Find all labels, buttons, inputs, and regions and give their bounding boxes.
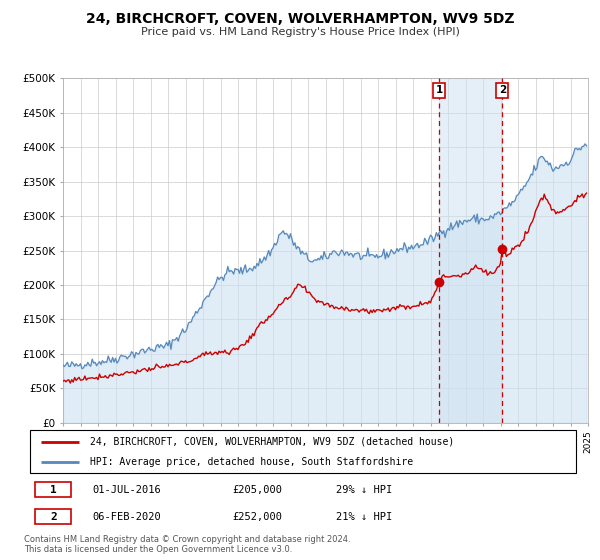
- Text: 01-JUL-2016: 01-JUL-2016: [93, 484, 161, 494]
- Text: This data is licensed under the Open Government Licence v3.0.: This data is licensed under the Open Gov…: [24, 545, 292, 554]
- FancyBboxPatch shape: [35, 509, 71, 524]
- Text: 1: 1: [50, 484, 57, 494]
- Text: 24, BIRCHCROFT, COVEN, WOLVERHAMPTON, WV9 5DZ (detached house): 24, BIRCHCROFT, COVEN, WOLVERHAMPTON, WV…: [90, 437, 454, 447]
- Text: 06-FEB-2020: 06-FEB-2020: [93, 512, 161, 522]
- Text: HPI: Average price, detached house, South Staffordshire: HPI: Average price, detached house, Sout…: [90, 458, 413, 467]
- Text: 24, BIRCHCROFT, COVEN, WOLVERHAMPTON, WV9 5DZ: 24, BIRCHCROFT, COVEN, WOLVERHAMPTON, WV…: [86, 12, 514, 26]
- Text: 21% ↓ HPI: 21% ↓ HPI: [336, 512, 392, 522]
- Text: £252,000: £252,000: [232, 512, 282, 522]
- Text: 2: 2: [499, 85, 506, 95]
- FancyBboxPatch shape: [30, 430, 576, 473]
- Text: 1: 1: [436, 85, 443, 95]
- Text: 2: 2: [50, 512, 57, 522]
- FancyBboxPatch shape: [35, 482, 71, 497]
- Text: 29% ↓ HPI: 29% ↓ HPI: [336, 484, 392, 494]
- Bar: [439, 78, 502, 423]
- Text: £205,000: £205,000: [232, 484, 282, 494]
- Text: Price paid vs. HM Land Registry's House Price Index (HPI): Price paid vs. HM Land Registry's House …: [140, 27, 460, 37]
- Text: Contains HM Land Registry data © Crown copyright and database right 2024.: Contains HM Land Registry data © Crown c…: [24, 535, 350, 544]
